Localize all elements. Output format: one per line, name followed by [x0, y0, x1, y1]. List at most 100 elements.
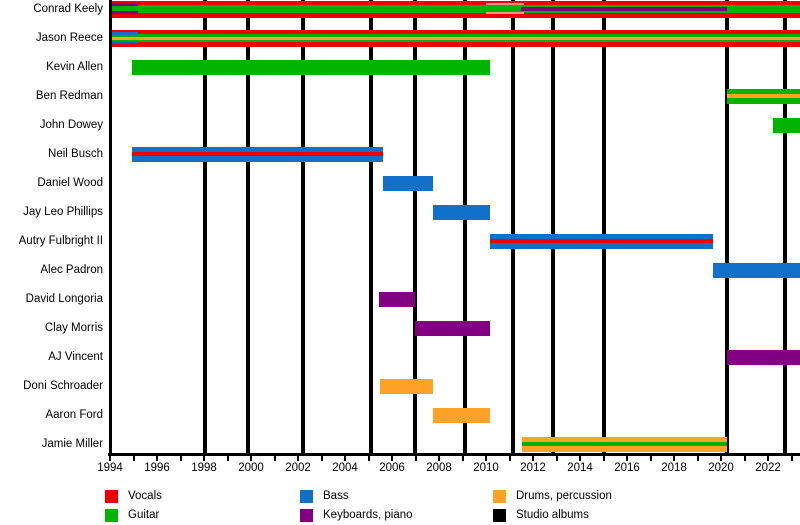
axis-tick-label: 2006 — [379, 462, 405, 474]
bar-segment-highlight — [486, 12, 524, 15]
member-label: Conrad Keely — [33, 3, 103, 15]
legend-swatch-guitar — [105, 509, 118, 522]
axis-tick-label: 2002 — [285, 462, 311, 474]
studio-album-marker — [462, 0, 467, 453]
legend-swatch-albums — [493, 509, 506, 522]
studio-album-marker — [725, 0, 730, 453]
bar-segment-bass — [382, 175, 434, 191]
bar-segment-keyboards — [727, 349, 800, 365]
axis-tick-label: 2000 — [238, 462, 264, 474]
axis-tick — [508, 455, 511, 461]
studio-album-marker — [550, 0, 555, 453]
legend-item: Drums, percussion — [493, 490, 693, 504]
legend-label: Drums, percussion — [516, 490, 612, 502]
member-label: Jason Reece — [35, 32, 103, 44]
axis-tick — [132, 455, 135, 461]
axis-tick — [203, 455, 205, 461]
member-label: AJ Vincent — [48, 351, 103, 363]
axis-tick — [555, 455, 558, 461]
axis-tick — [649, 455, 652, 461]
legend-swatch-drums — [493, 490, 506, 503]
legend-swatch-bass — [300, 490, 313, 503]
studio-album-marker — [511, 0, 516, 453]
bar-segment-drums — [727, 93, 800, 99]
legend-item: Guitar — [105, 509, 305, 523]
x-axis-line — [108, 452, 800, 456]
axis-tick — [344, 455, 346, 461]
bar-segment-bass — [110, 40, 139, 44]
axis-tick — [743, 455, 746, 461]
bar-segment-drums — [110, 36, 800, 40]
axis-tick — [367, 455, 370, 461]
axis-tick — [156, 455, 158, 461]
y-axis-line — [108, 0, 112, 456]
axis-tick-label: 2020 — [708, 462, 734, 474]
member-label: Aaron Ford — [45, 409, 103, 421]
legend-label: Studio albums — [516, 509, 589, 521]
axis-tick — [297, 455, 299, 461]
axis-tick — [720, 455, 722, 461]
bar-segment-guitar — [522, 441, 728, 447]
bar-segment-keyboards — [521, 7, 728, 11]
bar-segment-highlight — [486, 3, 524, 6]
axis-tick — [226, 455, 229, 461]
bar-segment-guitar — [772, 117, 800, 133]
axis-tick-label: 2008 — [426, 462, 452, 474]
axis-tick — [767, 455, 769, 461]
axis-tick-label: 2010 — [473, 462, 499, 474]
axis-tick — [626, 455, 628, 461]
studio-album-marker — [300, 0, 305, 453]
member-label: David Longoria — [25, 293, 103, 305]
axis-tick — [414, 455, 417, 461]
member-label: Jamie Miller — [41, 438, 103, 450]
axis-tick — [179, 455, 182, 461]
bar-segment-keyboards — [415, 320, 490, 336]
legend-swatch-keyboards — [300, 509, 313, 522]
axis-tick — [532, 455, 534, 461]
bar-segment-keyboards — [379, 291, 416, 307]
bar-segment-keyboards — [110, 3, 139, 7]
member-label: Doni Schroader — [23, 380, 103, 392]
bar-segment-drums — [433, 407, 490, 423]
bar-segment-bass — [433, 204, 490, 220]
member-label: Ben Redman — [35, 90, 103, 102]
axis-tick — [391, 455, 393, 461]
member-label: Daniel Wood — [37, 177, 103, 189]
axis-tick — [579, 455, 581, 461]
bar-segment-keyboards — [110, 10, 139, 14]
bar-segment-vocals — [489, 238, 713, 244]
axis-tick-label: 1996 — [144, 462, 170, 474]
member-label: Alec Padron — [40, 264, 103, 276]
axis-tick — [673, 455, 675, 461]
axis-tick — [790, 455, 793, 461]
axis-tick-label: 1998 — [191, 462, 217, 474]
legend-swatch-vocals — [105, 490, 118, 503]
legend-label: Keyboards, piano — [323, 509, 413, 521]
legend-item: Studio albums — [493, 509, 693, 523]
legend-item: Bass — [300, 490, 500, 504]
bar-segment-drums — [380, 378, 434, 394]
bar-segment-guitar — [132, 59, 490, 75]
legend-label: Guitar — [128, 509, 160, 521]
member-label: Clay Morris — [44, 322, 103, 334]
member-label: Kevin Allen — [46, 61, 103, 73]
axis-tick-label: 2016 — [614, 462, 640, 474]
axis-tick-label: 1994 — [97, 462, 123, 474]
axis-tick — [109, 455, 111, 461]
bar-segment-bass — [712, 262, 800, 278]
legend-item: Keyboards, piano — [300, 509, 500, 523]
legend-item: Vocals — [105, 490, 305, 504]
bar-segment-bass — [110, 32, 139, 35]
axis-tick — [485, 455, 487, 461]
studio-album-marker — [782, 0, 787, 453]
member-label: John Dowey — [39, 119, 103, 131]
member-label: Autry Fulbright II — [18, 235, 103, 247]
studio-album-marker — [368, 0, 373, 453]
axis-tick — [438, 455, 440, 461]
studio-album-marker — [245, 0, 250, 453]
axis-tick-label: 2012 — [520, 462, 546, 474]
axis-tick-label: 2018 — [661, 462, 687, 474]
legend-label: Vocals — [128, 490, 162, 502]
studio-album-marker — [413, 0, 418, 453]
